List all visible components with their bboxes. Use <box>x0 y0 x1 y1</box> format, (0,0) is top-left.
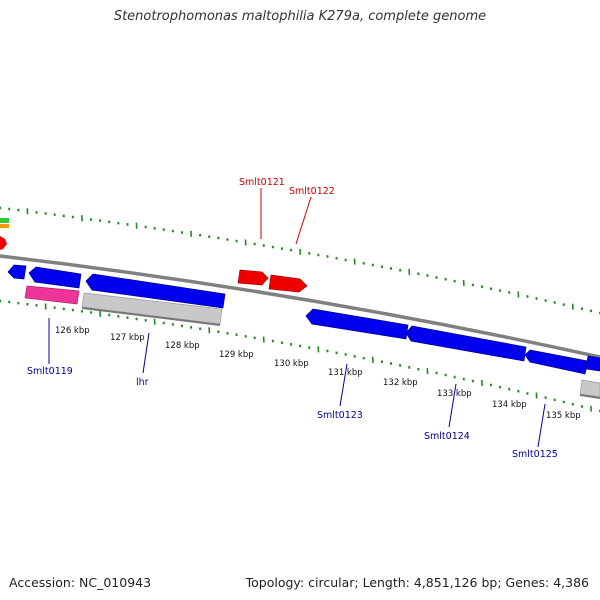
tick-label: 127 kbp <box>110 333 145 343</box>
gene-label-smlt0122[interactable]: Smlt0122 <box>289 186 335 197</box>
gene-label-smlt0124[interactable]: Smlt0124 <box>424 431 470 442</box>
gene-label-smlt0121[interactable]: Smlt0121 <box>239 177 285 188</box>
tick-label: 128 kbp <box>165 341 200 351</box>
gene-label-smlt0123[interactable]: Smlt0123 <box>317 410 363 421</box>
gene-label-smlt0119[interactable]: Smlt0119 <box>27 366 73 377</box>
gene-arrow-lhr-region[interactable] <box>85 273 226 309</box>
gene-arrow-smlt0121[interactable] <box>237 269 269 286</box>
map-title: Stenotrophomonas maltophilia K279a, comp… <box>113 9 487 24</box>
feature-pink[interactable] <box>24 285 80 305</box>
feature-gray-right-shadow <box>579 394 600 399</box>
tick-label: 135 kbp <box>546 411 581 421</box>
tick-label: 131 kbp <box>328 368 363 378</box>
tick-label: 126 kbp <box>55 326 90 336</box>
leader-line-smlt0125 <box>537 403 546 448</box>
tick-label: 132 kbp <box>383 378 418 388</box>
genome-backbone <box>0 254 600 359</box>
left-edge-feature-red <box>0 236 7 250</box>
gene-label-lhr[interactable]: lhr <box>136 377 149 388</box>
leader-line-smlt0122 <box>295 196 312 245</box>
left-edge-feature-orange <box>0 224 9 228</box>
gene-arrow-smlt0122[interactable] <box>268 274 308 293</box>
gene-arrow-right-edge[interactable] <box>585 355 600 372</box>
leader-line-smlt0123 <box>339 363 348 407</box>
tick-label: 133 kbp <box>437 389 472 399</box>
leader-line-smlt0124 <box>448 383 457 428</box>
gene-arrow-smlt0124[interactable] <box>405 325 527 362</box>
feature-gray-lhr-shadow <box>81 307 221 326</box>
gene-arrow-smlt0120-region[interactable] <box>28 266 82 289</box>
tick-label: 134 kbp <box>492 400 527 410</box>
tick-label: 130 kbp <box>274 359 309 369</box>
accession-text: Accession: NC_010943 <box>9 575 152 590</box>
feature-gray-right-edge[interactable] <box>579 379 600 398</box>
gene-label-smlt0125[interactable]: Smlt0125 <box>512 449 558 460</box>
inner-tick-track <box>0 299 600 413</box>
genome-stats-text: Topology: circular; Length: 4,851,126 bp… <box>245 575 589 590</box>
gene-arrow-reverse-1[interactable] <box>7 264 27 280</box>
tick-label: 129 kbp <box>219 350 254 360</box>
outer-tick-track <box>0 206 600 315</box>
left-edge-feature-green <box>0 218 9 223</box>
leader-line-lhr <box>142 332 150 374</box>
